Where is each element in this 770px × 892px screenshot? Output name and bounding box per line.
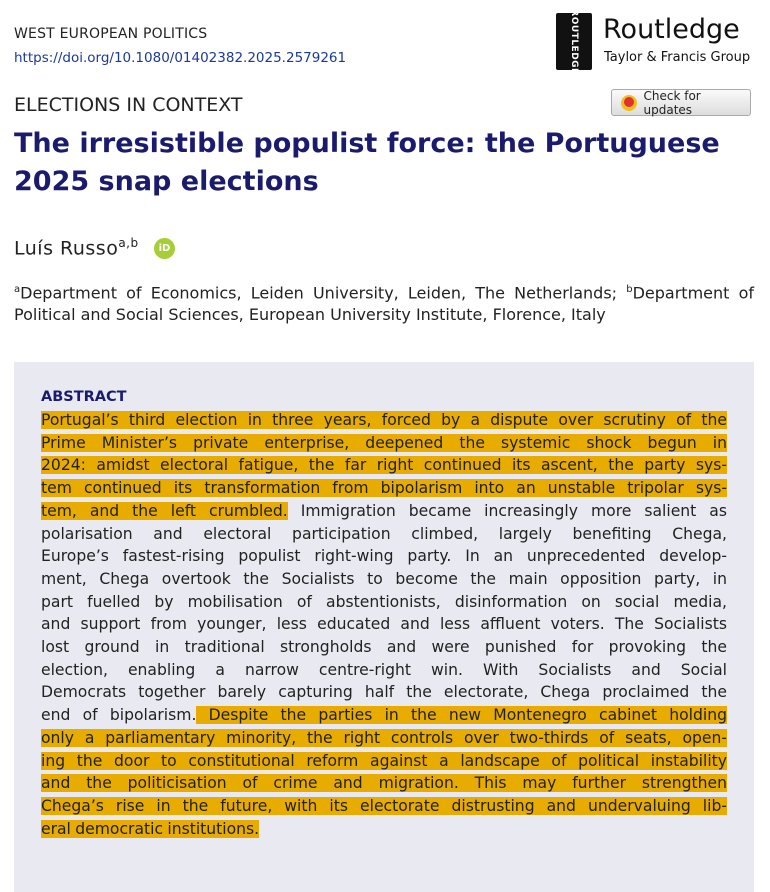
abstract-line: tem continued its transformation from bi… (41, 477, 727, 500)
abstract-line: eral democratic institutions. (41, 818, 727, 841)
title-line: 2025 snap elections (14, 166, 319, 197)
highlighted-text: tem continued its transformation from bi… (41, 479, 727, 498)
abstract-line: and support from younger, less educated … (41, 613, 727, 636)
text: Europe’s fastest-rising populist right-w… (41, 547, 727, 566)
abstract-line: Democrats together barely capturing half… (41, 681, 727, 704)
highlighted-text: tem, and the left crumbled. (41, 501, 288, 520)
highlighted-text: ing the door to constitutional reform ag… (41, 751, 727, 770)
author-marks: a,b (118, 236, 139, 250)
section-label: ELECTIONS IN CONTEXT (14, 94, 243, 116)
publisher: Routledge (603, 14, 740, 45)
highlighted-text: Despite the parties in the new Montenegr… (196, 706, 727, 725)
doi-link[interactable]: https://doi.org/10.1080/01402382.2025.25… (14, 50, 347, 66)
abstract-line: Chega’s rise in the future, with its ele… (41, 795, 727, 818)
text: Democrats together barely capturing half… (41, 683, 727, 702)
abstract-line: 2024: amidst electoral fatigue, the far … (41, 454, 727, 477)
author: Luís Russoa,b (14, 236, 139, 259)
abstract-line: Portugal’s third election in three years… (41, 409, 727, 432)
highlighted-text: Portugal’s third election in three years… (41, 411, 727, 429)
highlighted-text: only a parliamentary minority, the right… (41, 728, 727, 747)
abstract-line: and the politicisation of crime and migr… (41, 772, 727, 795)
affiliations: aDepartment of Economics, Leiden Univers… (14, 279, 754, 326)
highlighted-text: and the politicisation of crime and migr… (41, 774, 727, 793)
highlighted-text: eral democratic institutions. (41, 819, 260, 838)
abstract-text: Portugal’s third election in three years… (41, 409, 727, 840)
text: polarisation and electoral participation… (41, 524, 727, 543)
affiliation: Department of Economics, Leiden Universi… (20, 283, 627, 303)
author-name: Luís Russo (14, 237, 119, 260)
abstract-line: election, enabling a narrow centre-right… (41, 659, 727, 682)
abstract-heading: ABSTRACT (41, 389, 127, 405)
affiliation-mark: b (626, 284, 633, 295)
abstract-line: end of bipolarism. Despite the parties i… (41, 704, 727, 727)
affiliation: Department of Political and Social Scien… (14, 283, 754, 325)
abstract-line: only a parliamentary minority, the right… (41, 727, 727, 750)
publisher-logo: ROUTLEDGE (556, 9, 592, 74)
text: part fuelled by mobilisation of abstenti… (41, 592, 727, 611)
publisher-group: Taylor & Francis Group (604, 50, 751, 65)
check-updates-button[interactable]: Check for updates (611, 88, 751, 117)
journal-name: WEST EUROPEAN POLITICS (14, 26, 208, 42)
check-icon (621, 94, 637, 111)
abstract-line: part fuelled by mobilisation of abstenti… (41, 591, 727, 614)
logo-text: ROUTLEDGE (569, 8, 579, 75)
affiliation-mark: a (14, 284, 21, 295)
text: and support from younger, less educated … (41, 615, 727, 634)
abstract-line: tem, and the left crumbled. Immigration … (41, 500, 727, 523)
highlighted-text: Chega’s rise in the future, with its ele… (41, 796, 727, 815)
text: lost ground in traditional strongholds a… (41, 638, 727, 657)
orcid-icon[interactable]: iD (154, 238, 175, 259)
text: ment, Chega overtook the Socialists to b… (41, 569, 727, 588)
abstract-line: Europe’s fastest-rising populist right-w… (41, 545, 727, 568)
title-line: The irresistible populist force: the Por… (14, 128, 720, 159)
highlighted-text: Prime Minister’s private enterprise, dee… (41, 433, 727, 452)
highlighted-text: 2024: amidst electoral fatigue, the far … (41, 456, 727, 475)
text: end of bipolarism. (41, 706, 197, 725)
text: Immigration became increasingly more sal… (287, 501, 727, 520)
text: election, enabling a narrow centre-right… (41, 660, 727, 679)
abstract-line: Prime Minister’s private enterprise, dee… (41, 432, 727, 455)
abstract-line: polarisation and electoral participation… (41, 523, 727, 546)
abstract-line: lost ground in traditional strongholds a… (41, 636, 727, 659)
abstract-line: ing the door to constitutional reform ag… (41, 750, 727, 773)
check-updates-label: Check for updates (643, 88, 701, 117)
abstract-line: ment, Chega overtook the Socialists to b… (41, 568, 727, 591)
